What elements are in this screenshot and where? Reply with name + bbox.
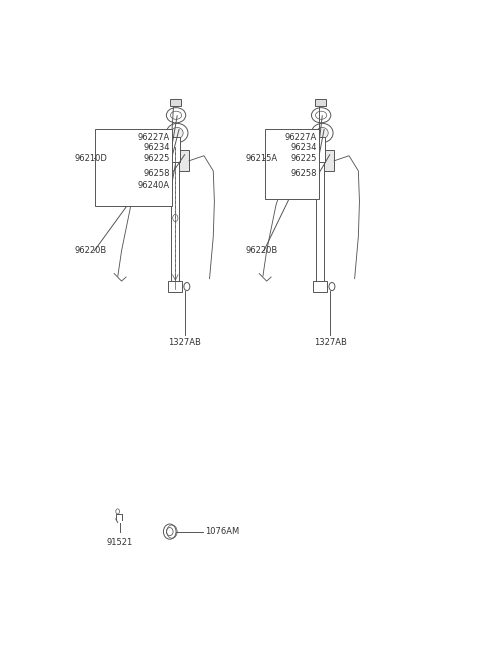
Text: 96210D: 96210D <box>75 154 108 163</box>
Bar <box>170 99 181 106</box>
Bar <box>168 281 182 292</box>
Ellipse shape <box>167 528 173 535</box>
Text: 96258: 96258 <box>144 170 170 179</box>
Circle shape <box>184 283 190 290</box>
Text: 96215A: 96215A <box>246 154 278 163</box>
Bar <box>142 163 146 168</box>
Text: 96227A: 96227A <box>138 133 170 142</box>
Bar <box>264 129 319 199</box>
Text: 96220B: 96220B <box>75 246 107 256</box>
Bar <box>175 150 189 171</box>
Ellipse shape <box>170 111 181 120</box>
Text: 96225: 96225 <box>290 154 317 163</box>
Text: 1327AB: 1327AB <box>313 338 347 347</box>
Ellipse shape <box>171 127 183 139</box>
Text: 96225: 96225 <box>144 154 170 163</box>
Text: 96240A: 96240A <box>138 181 170 190</box>
Text: 1076AM: 1076AM <box>205 527 240 536</box>
Ellipse shape <box>312 124 333 143</box>
Ellipse shape <box>316 127 328 139</box>
Text: 91521: 91521 <box>107 537 132 547</box>
Bar <box>313 281 327 292</box>
Ellipse shape <box>167 108 186 123</box>
Circle shape <box>116 509 120 514</box>
Text: 96227A: 96227A <box>285 133 317 142</box>
Circle shape <box>173 214 178 221</box>
Text: 96234: 96234 <box>144 143 170 152</box>
Circle shape <box>329 283 335 290</box>
Bar <box>287 163 291 168</box>
Text: 1327AB: 1327AB <box>168 338 202 347</box>
Bar <box>315 99 326 106</box>
Ellipse shape <box>163 524 176 539</box>
Ellipse shape <box>312 108 331 123</box>
Bar <box>316 137 325 162</box>
Ellipse shape <box>167 124 188 143</box>
Bar <box>171 147 180 289</box>
Text: 96258: 96258 <box>290 170 317 179</box>
Text: 96220B: 96220B <box>246 246 278 256</box>
Bar <box>171 137 180 162</box>
Bar <box>320 150 334 171</box>
Ellipse shape <box>315 111 327 120</box>
Bar <box>316 147 324 289</box>
Text: 96234: 96234 <box>290 143 317 152</box>
Bar <box>96 129 172 206</box>
